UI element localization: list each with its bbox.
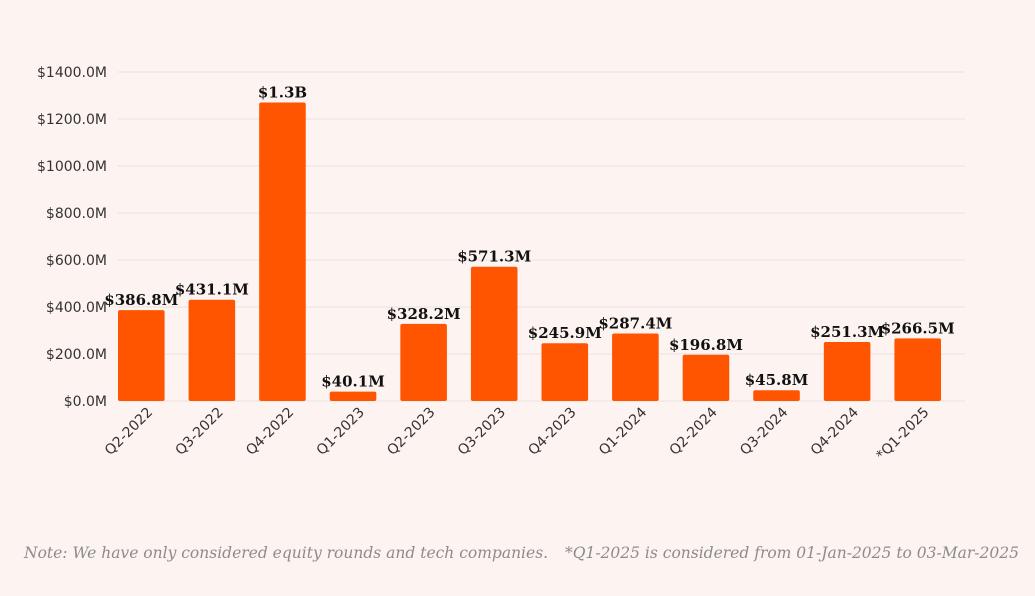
data-label-q1-2025: $266.5M bbox=[881, 319, 955, 337]
bar-q1-2025 bbox=[894, 338, 942, 401]
x-tick-label-q3-2023: Q3-2023 bbox=[455, 405, 509, 459]
bar-q4-2023 bbox=[541, 343, 589, 401]
bar-q2-2022 bbox=[118, 310, 165, 401]
x-tick-label-q1-2024: Q1-2024 bbox=[596, 404, 650, 458]
bar-q2-2023 bbox=[400, 323, 447, 401]
y-tick-label: $1000.0M bbox=[37, 159, 107, 175]
x-tick-label-q2-2024: Q2-2024 bbox=[667, 404, 721, 458]
y-tick-label: $600.0M bbox=[46, 253, 107, 269]
y-tick-label: $0.0M bbox=[64, 394, 107, 410]
data-label-q4-2024: $251.3M bbox=[810, 323, 884, 341]
data-label-q4-2022: $1.3B bbox=[258, 84, 307, 102]
y-tick-label: $400.0M bbox=[46, 300, 107, 316]
data-label-q2-2022: $386.8M bbox=[104, 291, 178, 309]
y-tick-label: $200.0M bbox=[46, 347, 107, 363]
funding-bar-chart: $0.0M $200.0M $400.0M $600.0M $800.0M $1000.0… bbox=[37, 65, 965, 464]
data-label-q2-2023: $328.2M bbox=[387, 305, 461, 323]
x-tick-label-q1-2023: Q1-2023 bbox=[314, 405, 368, 459]
data-label-q3-2024: $45.8M bbox=[745, 371, 809, 389]
y-tick-label: $1200.0M bbox=[37, 112, 107, 128]
x-tick-label-q1-2025: *Q1-2025 bbox=[873, 405, 932, 464]
x-tick-label-q3-2022: Q3-2022 bbox=[173, 405, 227, 459]
data-label-q2-2024: $196.8M bbox=[669, 336, 743, 354]
bar-q1-2024 bbox=[612, 333, 659, 401]
bar-q4-2024 bbox=[823, 341, 871, 401]
bar-q3-2023 bbox=[470, 266, 518, 401]
bar-q2-2024 bbox=[682, 354, 730, 401]
x-tick-label-q2-2022: Q2-2022 bbox=[102, 405, 156, 459]
bar-q3-2022 bbox=[188, 299, 236, 401]
bars bbox=[118, 102, 942, 402]
data-label-q3-2023: $571.3M bbox=[457, 248, 531, 266]
data-label-q4-2023: $245.9M bbox=[528, 324, 602, 342]
y-tick-label: $800.0M bbox=[46, 206, 107, 222]
y-axis-tick-labels: $0.0M $200.0M $400.0M $600.0M $800.0M $1000.0… bbox=[37, 65, 107, 410]
bar-q1-2023 bbox=[329, 391, 377, 401]
x-tick-label-q4-2023: Q4-2023 bbox=[525, 405, 579, 459]
data-label-q1-2024: $287.4M bbox=[598, 314, 672, 332]
x-tick-label-q4-2024: Q4-2024 bbox=[808, 404, 862, 458]
x-axis-tick-labels: Q2-2022 Q3-2022 Q4-2022 Q1-2023 Q2-2023 Q3-20… bbox=[102, 404, 933, 463]
x-tick-label-q3-2024: Q3-2024 bbox=[737, 404, 791, 458]
note-q1-2025-period: *Q1-2025 is considered from 01-Jan-2025 … bbox=[565, 544, 1019, 562]
data-label-q1-2023: $40.1M bbox=[321, 373, 385, 391]
data-label-q3-2022: $431.1M bbox=[175, 281, 249, 299]
bar-q3-2024 bbox=[753, 390, 800, 401]
bar-data-labels: $386.8M$431.1M $1.3B $40.1M $328.2M $571.3M $… bbox=[104, 84, 954, 391]
x-tick-label-q4-2022: Q4-2022 bbox=[243, 405, 297, 459]
y-tick-label: $1400.0M bbox=[37, 65, 107, 81]
x-tick-label-q2-2023: Q2-2023 bbox=[384, 405, 438, 459]
note-equity-rounds: Note: We have only considered equity rou… bbox=[24, 544, 549, 562]
bar-q4-2022 bbox=[259, 102, 306, 402]
